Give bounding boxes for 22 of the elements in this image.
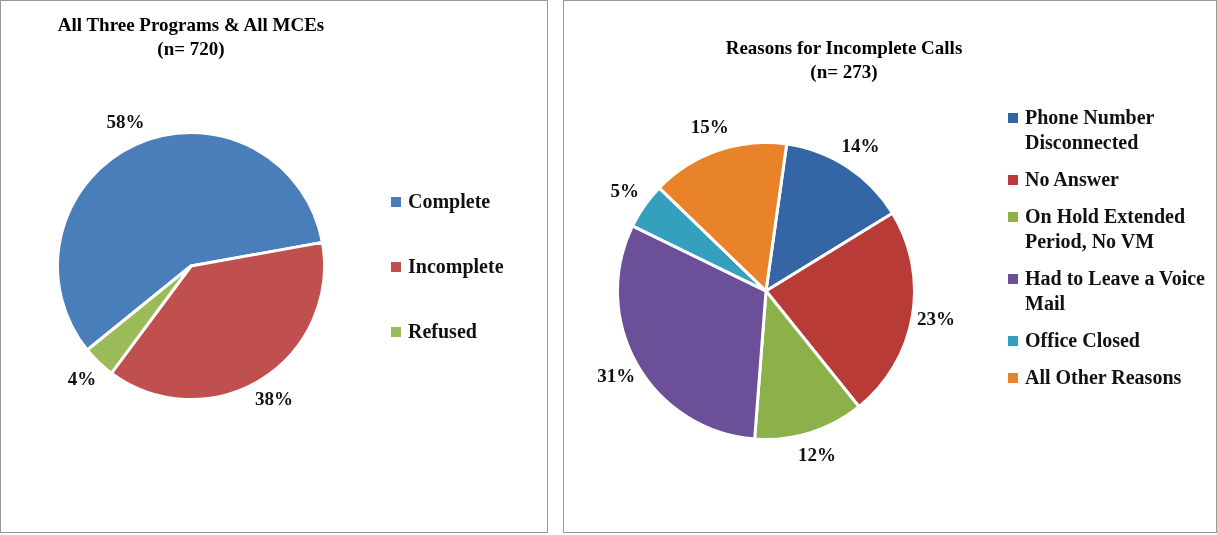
legend-label: Complete <box>408 189 491 214</box>
data-label: 5% <box>610 179 639 201</box>
legend-label: Refused <box>408 319 477 344</box>
legend-label: Had to Leave a Voice Mail <box>1025 266 1206 316</box>
legend-label: On Hold Extended Period, No VM <box>1025 204 1187 254</box>
chart-subtitle: (n= 273) <box>809 60 879 84</box>
chart-title: All Three Programs & All MCEs <box>56 13 326 37</box>
data-label: 58% <box>106 110 145 132</box>
data-label: 15% <box>690 115 729 137</box>
chart-subtitle: (n= 720) <box>156 37 226 61</box>
data-label: 23% <box>916 308 955 330</box>
legend-label: No Answer <box>1025 167 1119 192</box>
legend-label: All Other Reasons <box>1025 365 1182 390</box>
legend-label: Phone Number Disconnected <box>1025 105 1156 155</box>
legend-label: Office Closed <box>1025 328 1140 353</box>
data-label: 14% <box>841 134 880 156</box>
data-label: 31% <box>597 364 636 386</box>
data-label: 4% <box>67 367 97 389</box>
legend-label: Incomplete <box>408 254 504 279</box>
data-label: 12% <box>798 443 837 465</box>
chart-title: Reasons for Incomplete Calls <box>724 36 964 60</box>
data-label: 38% <box>255 387 293 409</box>
